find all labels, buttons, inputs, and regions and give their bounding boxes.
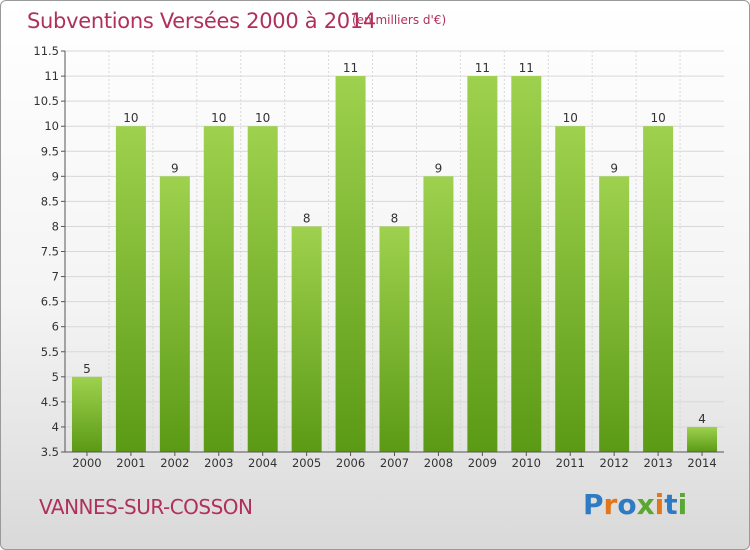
data-label-2010: 11 [519, 61, 534, 75]
data-label-2007: 8 [391, 211, 399, 225]
bar-2001 [115, 126, 146, 452]
x-tick-label: 2004 [248, 456, 277, 470]
bar-2006 [335, 76, 366, 452]
y-tick-label: 10 [44, 119, 59, 133]
data-label-2013: 10 [650, 111, 665, 125]
bar-2003 [203, 126, 234, 452]
chart-title: Subventions Versées 2000 à 2014 [27, 9, 376, 33]
x-tick-label: 2005 [292, 456, 321, 470]
logo-letter: i [654, 488, 665, 521]
y-tick-label: 11.5 [33, 44, 59, 58]
x-tick-label: 2013 [643, 456, 672, 470]
bar-2002 [159, 176, 190, 452]
logo-letter: t [664, 488, 678, 521]
y-tick-label: 5 [52, 370, 59, 384]
logo-letter: P [583, 488, 604, 521]
x-tick-label: 2006 [336, 456, 365, 470]
y-tick-label: 8.5 [41, 194, 59, 208]
bar-2012 [599, 176, 630, 452]
y-tick-label: 7 [52, 270, 59, 284]
x-tick-label: 2012 [600, 456, 629, 470]
data-label-2009: 11 [475, 61, 490, 75]
y-tick-label: 11 [44, 69, 59, 83]
data-label-2002: 9 [171, 161, 179, 175]
x-tick-label: 2010 [512, 456, 541, 470]
bar-2000 [71, 376, 102, 452]
data-label-2008: 9 [435, 161, 443, 175]
y-tick-label: 6.5 [41, 295, 59, 309]
bar-2014 [687, 426, 718, 452]
x-tick-label: 2011 [556, 456, 585, 470]
bar-2008 [423, 176, 454, 452]
bar-2011 [555, 126, 586, 452]
y-tick-label: 4.5 [41, 395, 59, 409]
data-label-2000: 5 [83, 362, 91, 376]
y-tick-label: 10.5 [33, 94, 59, 108]
bar-2005 [291, 226, 322, 452]
bar-2013 [643, 126, 674, 452]
y-tick-label: 6 [52, 320, 59, 334]
x-tick-label: 2001 [116, 456, 145, 470]
logo-letter: o [617, 488, 637, 521]
data-label-2012: 9 [610, 161, 618, 175]
x-tick-label: 2002 [160, 456, 189, 470]
x-tick-label: 2007 [380, 456, 409, 470]
x-tick-label: 2000 [72, 456, 101, 470]
y-tick-label: 5.5 [41, 345, 59, 359]
y-tick-label: 3.5 [41, 445, 59, 459]
y-tick-label: 8 [52, 219, 59, 233]
y-tick-label: 9 [52, 169, 59, 183]
data-label-2005: 8 [303, 211, 311, 225]
bar-2004 [247, 126, 278, 452]
data-label-2011: 10 [563, 111, 578, 125]
logo-letter: x [636, 488, 655, 521]
y-tick-label: 9.5 [41, 144, 59, 158]
y-tick-label: 7.5 [41, 245, 59, 259]
x-tick-label: 2008 [424, 456, 453, 470]
bar-2010 [511, 76, 542, 452]
x-tick-label: 2014 [687, 456, 716, 470]
data-label-2004: 10 [255, 111, 270, 125]
logo-letter: i [677, 488, 688, 521]
x-tick-label: 2009 [468, 456, 497, 470]
chart-unit: (en milliers d'€) [352, 13, 447, 27]
proxiti-logo: Proxiti [583, 488, 687, 521]
data-label-2003: 10 [211, 111, 226, 125]
x-tick-label: 2003 [204, 456, 233, 470]
y-tick-label: 4 [52, 420, 59, 434]
logo-letter: r [603, 488, 618, 521]
data-label-2001: 10 [123, 111, 138, 125]
bar-2007 [379, 226, 410, 452]
data-label-2006: 11 [343, 61, 358, 75]
commune-name: VANNES-SUR-COSSON [39, 495, 253, 519]
bar-2009 [467, 76, 498, 452]
data-label-2014: 4 [698, 412, 706, 426]
